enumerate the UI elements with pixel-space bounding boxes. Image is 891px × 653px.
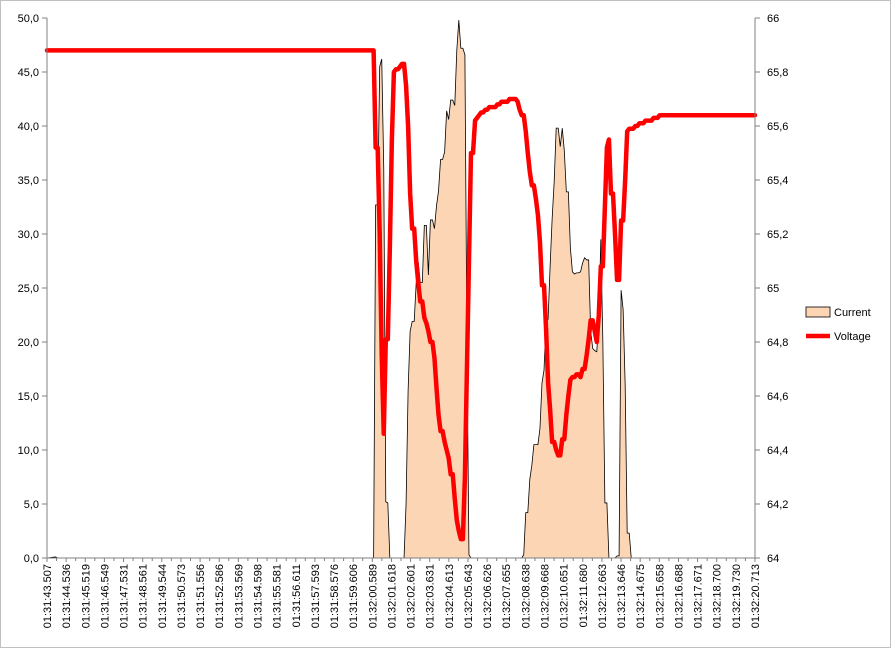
- right-tick-label: 66: [767, 13, 779, 25]
- x-tick-label: 01:31:52.586: [214, 564, 226, 628]
- x-tick-label: 01:31:57.593: [310, 564, 322, 628]
- x-tick-label: 01:32:06.626: [482, 564, 494, 628]
- right-tick-label: 65,2: [767, 229, 788, 241]
- current-outline: [46, 20, 755, 559]
- left-tick-label: 20,0: [18, 337, 39, 349]
- right-tick-label: 65,6: [767, 121, 788, 133]
- right-tick-label: 64,2: [767, 499, 788, 511]
- x-tick-label: 01:31:44.536: [61, 564, 73, 628]
- x-tick-label: 01:32:04.613: [444, 564, 456, 628]
- x-tick-label: 01:32:15.658: [654, 564, 666, 628]
- voltage-line-layer: [44, 48, 758, 542]
- x-tick-label: 01:32:08.638: [520, 564, 532, 628]
- left-tick-label: 40,0: [18, 121, 39, 133]
- x-tick-label: 01:32:05.643: [463, 564, 475, 628]
- x-tick-label: 01:32:11.680: [578, 564, 590, 627]
- right-tick-label: 65: [767, 283, 779, 295]
- left-tick-label: 45,0: [18, 67, 39, 79]
- x-tick-label: 01:32:17.671: [693, 564, 705, 628]
- x-tick-label: 01:31:49.544: [157, 564, 169, 628]
- x-tick-label: 01:31:48.561: [138, 564, 150, 628]
- x-tick-label: 01:32:03.631: [425, 564, 437, 628]
- left-tick-label: 35,0: [18, 175, 39, 187]
- right-tick-label: 65,4: [767, 175, 788, 187]
- x-tick-label: 01:32:09.668: [540, 564, 552, 628]
- left-tick-label: 0,0: [24, 553, 39, 565]
- right-tick-label: 64,4: [767, 445, 788, 457]
- voltage-line: [44, 48, 758, 542]
- right-tick-label: 64,8: [767, 337, 788, 349]
- left-tick-label: 50,0: [18, 13, 39, 25]
- legend-current-label: Current: [834, 307, 871, 319]
- legend: Current Voltage: [805, 306, 871, 343]
- x-tick-label: 01:31:53.569: [233, 564, 245, 628]
- right-tick-label: 65,8: [767, 67, 788, 79]
- current-area: [47, 20, 755, 559]
- current-area-layer: [46, 20, 755, 559]
- x-tick-label: 01:31:56.611: [291, 564, 303, 627]
- legend-current-swatch: [805, 306, 831, 318]
- x-tick-label: 01:31:51.556: [195, 564, 207, 628]
- left-tick-label: 10,0: [18, 445, 39, 457]
- x-tick-label: 01:32:07.655: [501, 564, 513, 628]
- right-tick-label: 64,6: [767, 391, 788, 403]
- x-tick-label: 01:32:13.646: [616, 564, 628, 628]
- axes-layer: 0,0 5,0 10,0 15,0 20,0 25,0 30,0 35,0 40,0 45,0 50…: [18, 13, 789, 628]
- left-tick-label: 25,0: [18, 283, 39, 295]
- x-tick-label: 01:32:02.601: [406, 564, 418, 628]
- x-tick-label: 01:31:50.573: [176, 564, 188, 628]
- x-tick-label: 01:32:18.700: [712, 564, 724, 628]
- x-tick-label: 01:31:58.576: [329, 564, 341, 628]
- x-tick-label: 01:31:47.531: [119, 564, 131, 628]
- x-tick-label: 01:32:19.730: [731, 564, 743, 628]
- right-tick-label: 64: [767, 553, 779, 565]
- x-tick-label: 01:32:20.713: [750, 564, 762, 628]
- legend-voltage-label: Voltage: [834, 331, 871, 343]
- left-tick-label: 30,0: [18, 229, 39, 241]
- x-tick-label: 01:32:10.651: [559, 564, 571, 628]
- x-tick-label: 01:31:45.519: [80, 564, 92, 628]
- x-tick-label: 01:31:55.581: [272, 564, 284, 628]
- x-tick-label: 01:32:00.589: [367, 564, 379, 628]
- x-tick-label: 01:31:54.598: [252, 564, 264, 628]
- x-tick-label: 01:32:12.663: [597, 564, 609, 628]
- x-tick-label: 01:31:59.606: [348, 564, 360, 628]
- x-tick-label: 01:32:14.675: [635, 564, 647, 628]
- x-tick-label: 01:32:16.688: [673, 564, 685, 628]
- x-tick-label: 01:31:43.507: [42, 564, 54, 628]
- x-tick-label: 01:32:01.618: [386, 564, 398, 628]
- left-tick-label: 5,0: [24, 499, 39, 511]
- x-tick-label: 01:31:46.549: [99, 564, 111, 628]
- left-tick-label: 15,0: [18, 391, 39, 403]
